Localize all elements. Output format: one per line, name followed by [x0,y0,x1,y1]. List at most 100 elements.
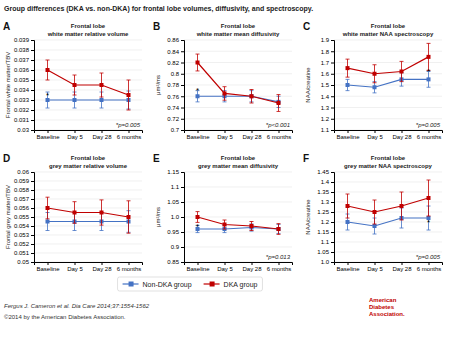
y-tick-mark [31,190,34,191]
panel-texts: Frontal lobegrey matter NAA spectroscopy… [303,153,441,260]
y-tick-label: 0.033 [14,97,30,103]
y-tick-label: 0.034 [14,87,30,93]
panel-title: Frontal lobe [221,23,256,29]
grid-line [334,51,442,52]
panel-title: Frontal lobe [371,155,406,161]
panel-label: D [3,153,10,164]
marker [196,61,200,65]
y-tick: 1.6 [321,71,334,77]
x-tick-label: Baseline [336,266,360,272]
grid-line [184,202,292,203]
y-tick-mark [181,232,184,233]
y-tick: 0.035 [14,77,34,83]
x-tick-mark [48,130,49,133]
marker [127,215,131,219]
grid [184,172,292,262]
p-value: *p=0.005 [416,122,441,128]
y-tick-label: 1.45 [317,169,329,175]
x-tick: Day 5 [367,130,383,140]
x-tick: Baseline [336,262,360,272]
y-tick: 0.85 [167,259,184,265]
y-tick-mark [181,74,184,75]
grid-line [184,187,292,188]
series-line [348,198,429,212]
y-axis: 0.050.0510.0520.0530.0540.0550.0560.0570… [14,169,35,265]
y-tick-mark [31,244,34,245]
y-tick-mark [31,80,34,81]
x-tick-label: Baseline [36,134,60,140]
y-tick-mark [31,217,34,218]
y-tick-mark [331,74,334,75]
grid-line [334,212,442,213]
x-tick-mark [252,130,253,133]
y-tick-label: 0.052 [14,241,30,247]
x-axis: BaselineDay 5Day 286 months [185,262,293,272]
y-tick-label: 0.8 [171,71,180,77]
y-tick: 0.03 [17,127,34,133]
y-tick-mark [181,202,184,203]
marker [73,211,77,215]
x-tick-mark [429,130,430,133]
y-axis-line [181,173,185,263]
x-tick-mark [429,262,430,265]
y-tick-label: 1.05 [317,249,329,255]
error-bar [73,202,77,224]
x-tick-mark [252,262,253,265]
y-tick-label: 0.057 [14,196,30,202]
plot-area [196,212,281,235]
grid-line [184,232,292,233]
series [196,54,281,111]
x-tick-label: Day 28 [392,266,412,272]
y-tick-mark [331,182,334,183]
legend-label: DKA group [224,281,258,289]
x-axis: BaselineDay 5Day 286 months [35,262,143,272]
y-tick-mark [331,252,334,253]
marker [373,72,377,76]
y-tick-mark [181,51,184,52]
x-axis-line [185,263,293,266]
error-bar [127,201,131,233]
x-tick-label: 6 months [117,134,142,140]
grid-line [34,235,142,236]
y-tick-label: 1.35 [317,189,329,195]
y-tick-mark [31,172,34,173]
y-tick-label: 0.74 [167,105,179,111]
grid-line [34,190,142,191]
grid-line [334,242,442,243]
grid-line [334,252,442,253]
error-bar [373,82,377,93]
grid-line [34,40,142,41]
figure: Group differences (DKA vs. non-DKA) for … [0,0,450,338]
significance-star: * [427,67,430,76]
p-value: *p=0.013 [266,254,291,260]
y-tick: 0.058 [14,187,34,193]
legend-swatch-marker [129,282,134,287]
error-bar [346,59,350,77]
grid-line [34,120,142,121]
grid-line [34,110,142,111]
marker [277,101,281,105]
x-tick-label: Day 5 [367,266,383,272]
y-tick: 0.053 [14,232,34,238]
y-tick-mark [31,50,34,51]
y-tick-mark [31,60,34,61]
grid-line [334,202,442,203]
y-tick-mark [31,70,34,71]
y-axis: 1.01.051.11.151.21.251.31.351.41.45 [317,169,334,265]
panel-subtitle: white matter relative volume [47,31,129,37]
x-tick-mark [102,262,103,265]
y-tick: 1.1 [321,239,334,245]
y-tick: 1.1 [171,184,184,190]
error-bar [277,225,281,234]
y-tick-mark [181,96,184,97]
x-tick: 6 months [417,130,442,140]
marker [100,98,104,102]
marker [346,66,350,70]
y-tick-label: 0.76 [167,94,179,100]
y-tick: 1.1 [321,127,334,133]
y-tick-mark [331,192,334,193]
y-tick: 0.037 [14,57,34,63]
x-tick-mark [402,262,403,265]
x-tick: Baseline [36,262,60,272]
series-line [198,96,279,102]
